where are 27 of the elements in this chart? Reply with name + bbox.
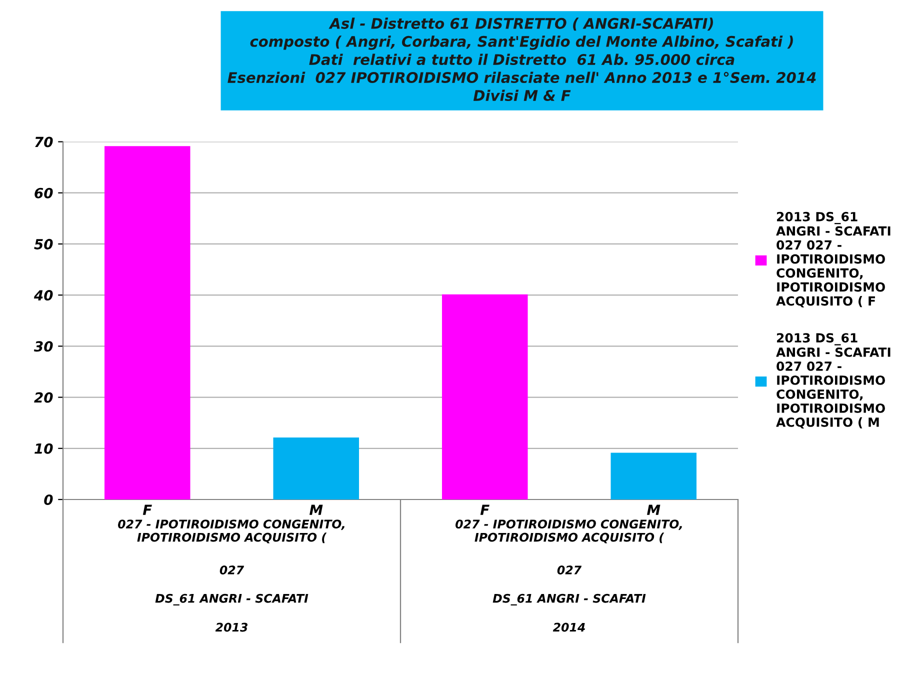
text: 2013 (215, 622, 248, 632)
y-tick-label: 70 (35, 136, 53, 148)
text: 027 - IPOTIROIDISMO CONGENITO, IPOTIROIDISMO ACQUISITO ( (118, 520, 344, 544)
bar (104, 146, 190, 500)
y-tick-label: 10 (34, 443, 53, 454)
bar (442, 294, 528, 500)
text: 027 (557, 566, 582, 574)
y-tick-label: 20 (34, 392, 53, 403)
y-tick-label: 60 (34, 188, 53, 198)
y-tick-label: 40 (34, 290, 53, 301)
x-tick-label: M (647, 504, 660, 515)
text: 027 - IPOTIROIDISMO CONGENITO, IPOTIROIDISMO ACQUISITO ( (456, 520, 682, 544)
legend-label: 2013 DS_61 ANGRI - SCAFATI 027 027 - IPOTIROIDISMO CONGENITO, IPOTIROIDISMO ACQUISITO ( M (776, 333, 890, 429)
legend-label: 2013 DS_61 ANGRI - SCAFATI 027 027 - IPOTIROIDISMO CONGENITO, IPOTIROIDISMO ACQUISITO ( F (776, 212, 890, 308)
text: DS_61 ANGRI - SCAFATI (155, 594, 308, 606)
x-tick-label: F (142, 504, 152, 515)
x-tick-label: M (310, 504, 323, 515)
x-tick-label: F (480, 504, 490, 515)
text: DS_61 ANGRI - SCAFATI (492, 594, 646, 606)
y-tick-label: 50 (34, 238, 53, 250)
chart-title: Asl - Distretto 61 DISTRETTO ( ANGRI-SCAFATI) composto ( Angri, Corbara, Sant'Egidio del Monte Albino, Scafati ) Dati relativi a tutto il Distretto 61 Ab. 95.000 circa Esenzioni 027 IPOTIROIDISMO rilasciate nell' Anno 2013 e 1°Sem. 2014 Divisi M & F (228, 18, 816, 102)
text: 2014 (552, 622, 585, 632)
text: 027 (220, 566, 244, 574)
bar (273, 437, 360, 500)
bar (610, 452, 697, 500)
y-tick-label: 30 (34, 341, 53, 352)
y-tick-label: 0 (44, 494, 53, 505)
